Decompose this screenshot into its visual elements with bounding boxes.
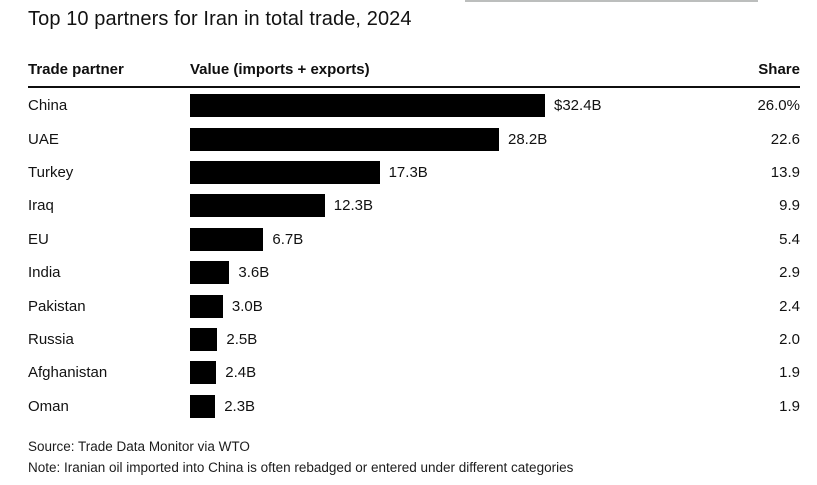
- bar-cell: 12.3B: [190, 194, 738, 218]
- value-label: $32.4B: [554, 97, 602, 115]
- value-bar: [190, 327, 218, 351]
- table-row: Iraq 12.3B 9.9: [28, 189, 800, 222]
- bar-cell: 28.2B: [190, 127, 738, 151]
- header-share: Share: [758, 61, 800, 78]
- bar-cell: 2.3B: [190, 394, 738, 418]
- partner-label: Turkey: [28, 163, 74, 181]
- cropped-top-line-artifact: [465, 0, 758, 2]
- value-label: 2.5B: [226, 330, 258, 348]
- share-value: 5.4: [779, 230, 800, 248]
- share-value: 2.0: [779, 330, 800, 348]
- partner-label: Iraq: [28, 197, 54, 215]
- bar-cell: 3.6B: [190, 261, 738, 285]
- bar-cell: $32.4B: [190, 94, 738, 118]
- source-line: Source: Trade Data Monitor via WTO: [28, 438, 250, 454]
- bar-cell: 3.0B: [190, 294, 738, 318]
- table-row: Afghanistan 2.4B 1.9: [28, 356, 800, 389]
- value-bar: [190, 261, 230, 285]
- value-label: 2.3B: [224, 397, 256, 415]
- value-bar: [190, 127, 499, 151]
- share-value: 13.9: [770, 163, 800, 181]
- partner-label: Afghanistan: [28, 364, 108, 382]
- value-label: 2.4B: [225, 364, 257, 382]
- table-row: Turkey 17.3B 13.9: [28, 156, 800, 189]
- table-row: EU 6.7B 5.4: [28, 223, 800, 256]
- bar-cell: 2.4B: [190, 361, 738, 385]
- value-bar: [190, 194, 325, 218]
- value-bar: [190, 94, 545, 118]
- share-value: 2.4: [779, 297, 800, 315]
- chart-footer: Source: Trade Data Monitor via WTO Note:…: [28, 436, 800, 478]
- value-bar: [190, 160, 380, 184]
- partner-label: China: [28, 97, 68, 115]
- table-row: Russia 2.5B 2.0: [28, 323, 800, 356]
- table-row: Oman 2.3B 1.9: [28, 390, 800, 423]
- table-row: Pakistan 3.0B 2.4: [28, 289, 800, 322]
- header-value: Value (imports + exports): [190, 61, 370, 78]
- share-value: 26.0%: [757, 97, 800, 115]
- share-value: 2.9: [779, 264, 800, 282]
- bar-cell: 17.3B: [190, 160, 738, 184]
- share-value: 22.6: [770, 130, 800, 148]
- partner-label: Oman: [28, 397, 69, 415]
- table-row: China $32.4B 26.0%: [28, 89, 800, 122]
- share-value: 9.9: [779, 197, 800, 215]
- table-row: UAE 28.2B 22.6: [28, 122, 800, 155]
- value-label: 3.6B: [238, 264, 270, 282]
- partner-label: EU: [28, 230, 49, 248]
- header-divider: [28, 86, 800, 88]
- bar-rows: China $32.4B 26.0% UAE 28.2B 22.6 Turkey…: [28, 89, 800, 423]
- value-label: 28.2B: [508, 130, 548, 148]
- partner-label: UAE: [28, 130, 59, 148]
- column-headers: Trade partner Value (imports + exports) …: [28, 60, 800, 80]
- value-label: 17.3B: [388, 163, 428, 181]
- value-bar: [190, 394, 216, 418]
- chart-title: Top 10 partners for Iran in total trade,…: [28, 8, 412, 30]
- partner-label: India: [28, 264, 61, 282]
- bar-cell: 2.5B: [190, 327, 738, 351]
- value-label: 6.7B: [272, 230, 304, 248]
- value-label: 3.0B: [231, 297, 263, 315]
- bar-cell: 6.7B: [190, 227, 738, 251]
- partner-label: Pakistan: [28, 297, 86, 315]
- value-label: 12.3B: [333, 197, 373, 215]
- value-bar: [190, 294, 223, 318]
- partner-label: Russia: [28, 330, 74, 348]
- share-value: 1.9: [779, 397, 800, 415]
- share-value: 1.9: [779, 364, 800, 382]
- note-line: Note: Iranian oil imported into China is…: [28, 459, 574, 475]
- value-bar: [190, 361, 217, 385]
- value-bar: [190, 227, 264, 251]
- table-row: India 3.6B 2.9: [28, 256, 800, 289]
- header-trade-partner: Trade partner: [28, 61, 124, 78]
